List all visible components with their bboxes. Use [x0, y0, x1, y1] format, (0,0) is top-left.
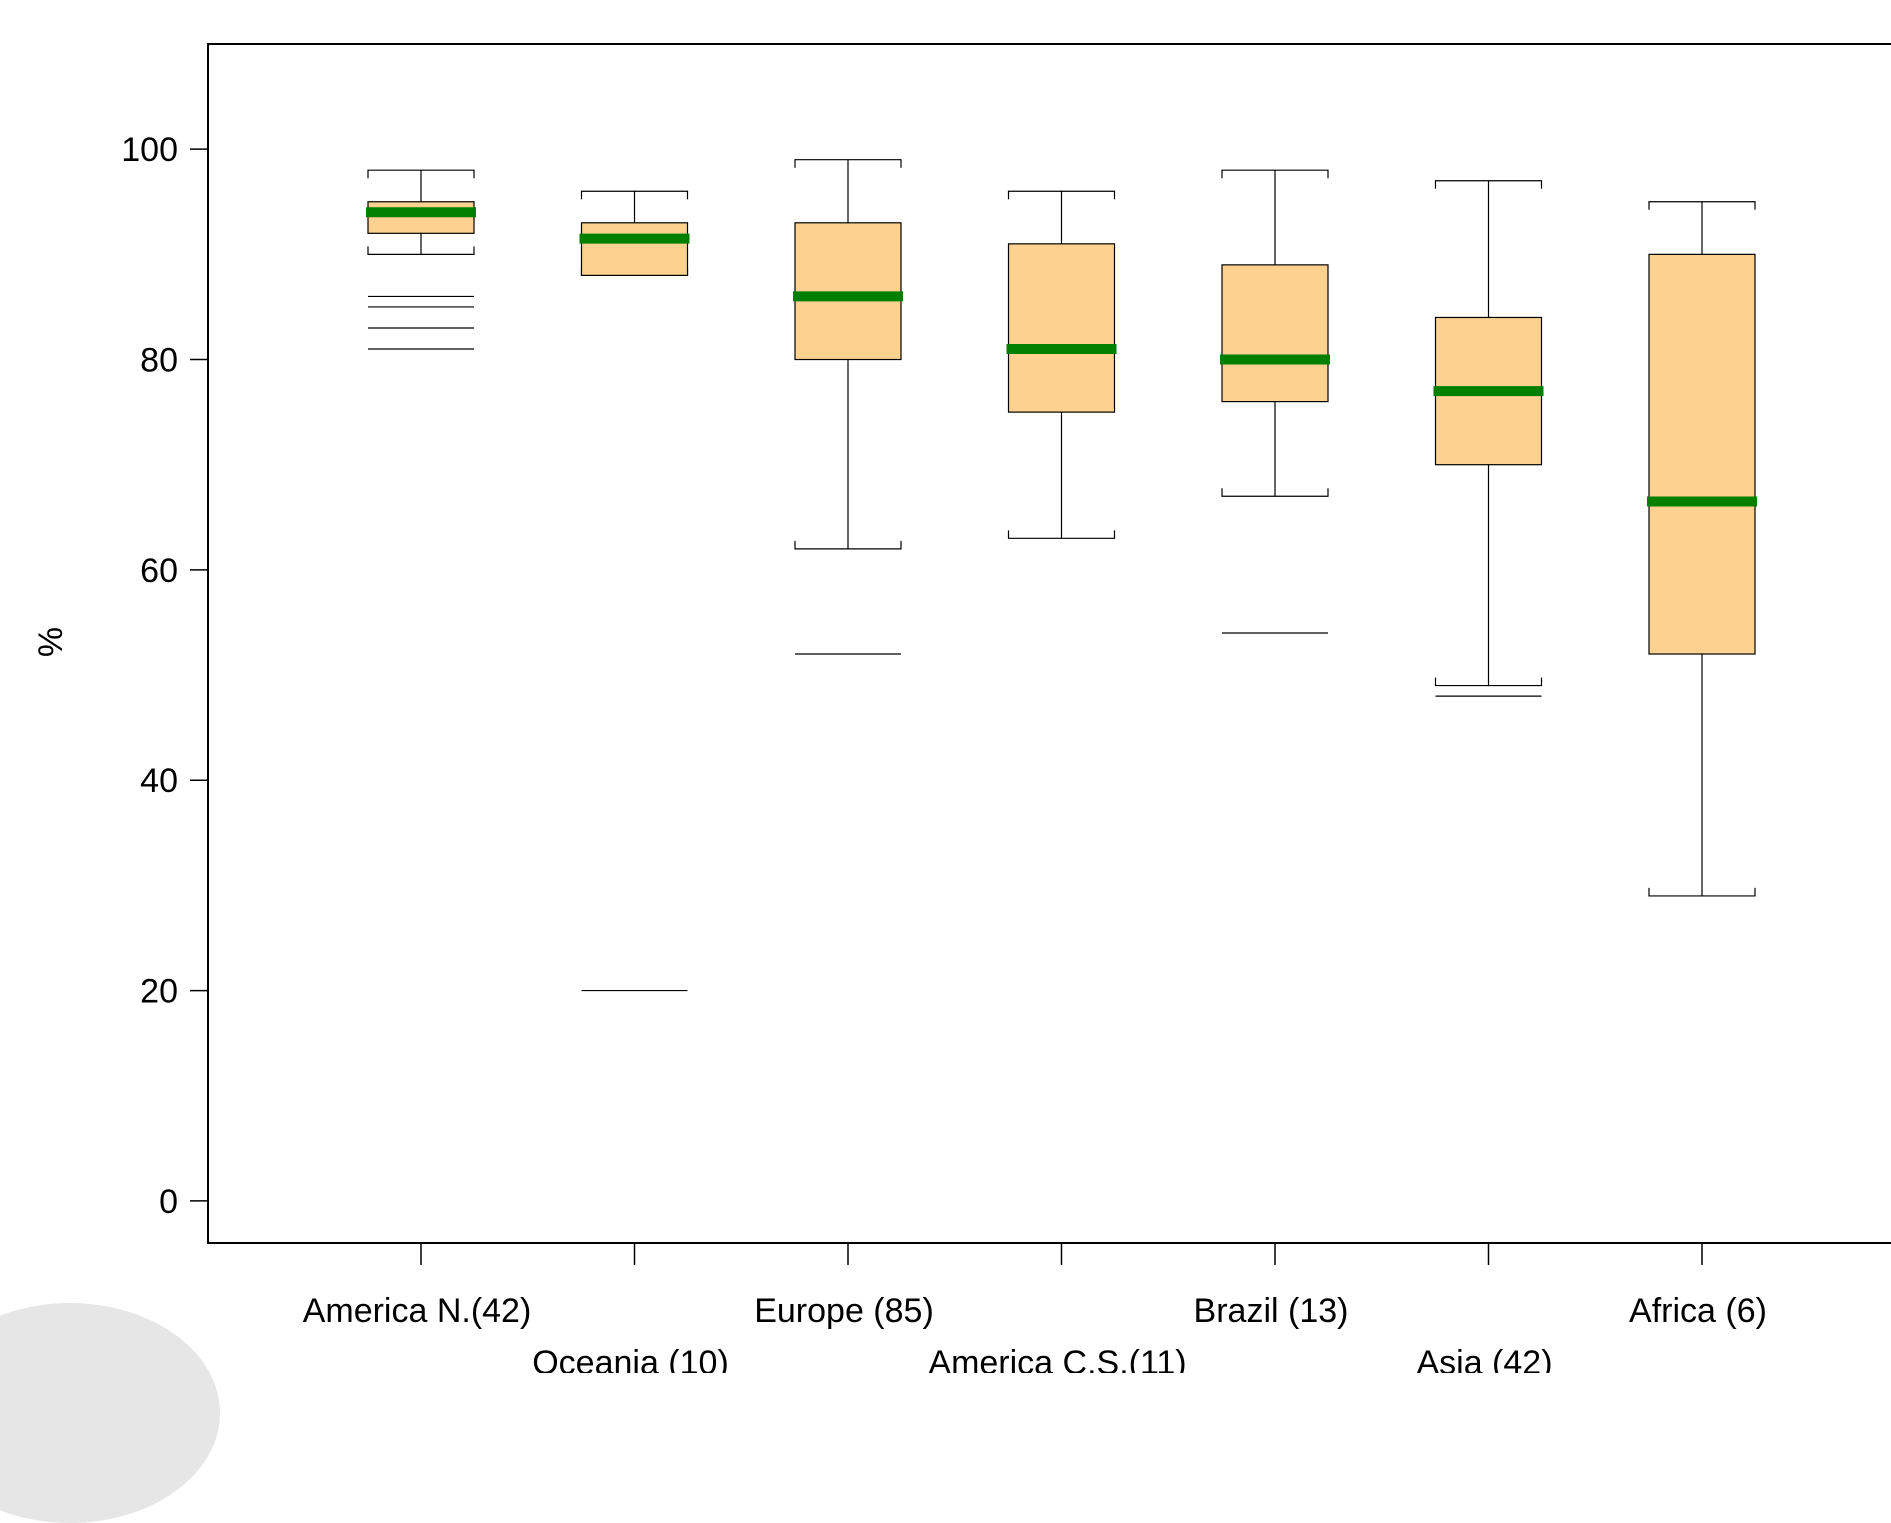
x-tick-label: Europe (85) — [754, 1292, 934, 1330]
y-tick-label: 20 — [140, 973, 178, 1011]
boxplot-chart: 0 20 40 60 80 100 America N.(42) Oceania (10) E… — [0, 43, 1891, 1523]
box-iqr — [1221, 264, 1329, 403]
plot-frame — [207, 43, 1891, 1244]
lower-whisker-cap — [1434, 677, 1543, 687]
box-iqr — [367, 201, 475, 234]
box-iqr — [794, 222, 902, 361]
box-iqr — [1648, 253, 1756, 655]
box-group — [1433, 180, 1544, 697]
upper-whisker-cap — [580, 190, 689, 200]
y-tick-label: 100 — [121, 131, 178, 169]
upper-whisker-cap — [1648, 201, 1756, 210]
y-tick-label: 0 — [159, 1183, 178, 1221]
upper-whisker-cap — [1434, 180, 1543, 189]
x-tick-label: Asia (42) — [1416, 1344, 1552, 1373]
box-group — [1006, 190, 1117, 539]
y-axis-title: % — [32, 627, 70, 657]
x-tick-label: Oceania (10) — [532, 1344, 729, 1373]
box-group — [793, 159, 903, 655]
x-tick-label: Brazil (13) — [1194, 1292, 1349, 1330]
lower-whisker-cap — [367, 246, 475, 255]
y-axis: 0 20 40 60 80 100 — [121, 131, 208, 1221]
x-tick-label: Africa (6) — [1629, 1292, 1767, 1330]
y-tick-label: 80 — [140, 342, 178, 380]
lower-whisker-cap — [794, 540, 902, 550]
x-axis: America N.(42)Oceania (10) Europe (85) Ame… — [303, 1243, 1767, 1382]
x-tick-label: America C.S.(11) — [928, 1344, 1186, 1373]
upper-whisker-cap — [1007, 190, 1116, 200]
upper-whisker-cap — [1221, 169, 1329, 179]
box-group — [366, 169, 476, 350]
lower-whisker-cap — [1648, 887, 1756, 897]
box-iqr — [1007, 243, 1116, 413]
chart-svg: 0 20 40 60 80 100 America N.(42)Oceania (10) E… — [32, 43, 1891, 1382]
upper-whisker-cap — [794, 159, 902, 168]
y-tick-label: 60 — [140, 552, 178, 590]
lower-whisker-cap — [1007, 530, 1116, 539]
box-group — [1647, 201, 1757, 897]
boxes — [366, 159, 1757, 992]
upper-whisker-cap — [367, 169, 475, 179]
lower-whisker-cap — [1221, 488, 1329, 497]
box-group — [1220, 169, 1330, 634]
x-tick-label: America N.(42) — [303, 1292, 532, 1330]
box-group — [579, 190, 690, 992]
y-tick-label: 40 — [140, 762, 178, 800]
box-iqr — [580, 222, 689, 276]
plot-frame-border — [207, 43, 1891, 1244]
